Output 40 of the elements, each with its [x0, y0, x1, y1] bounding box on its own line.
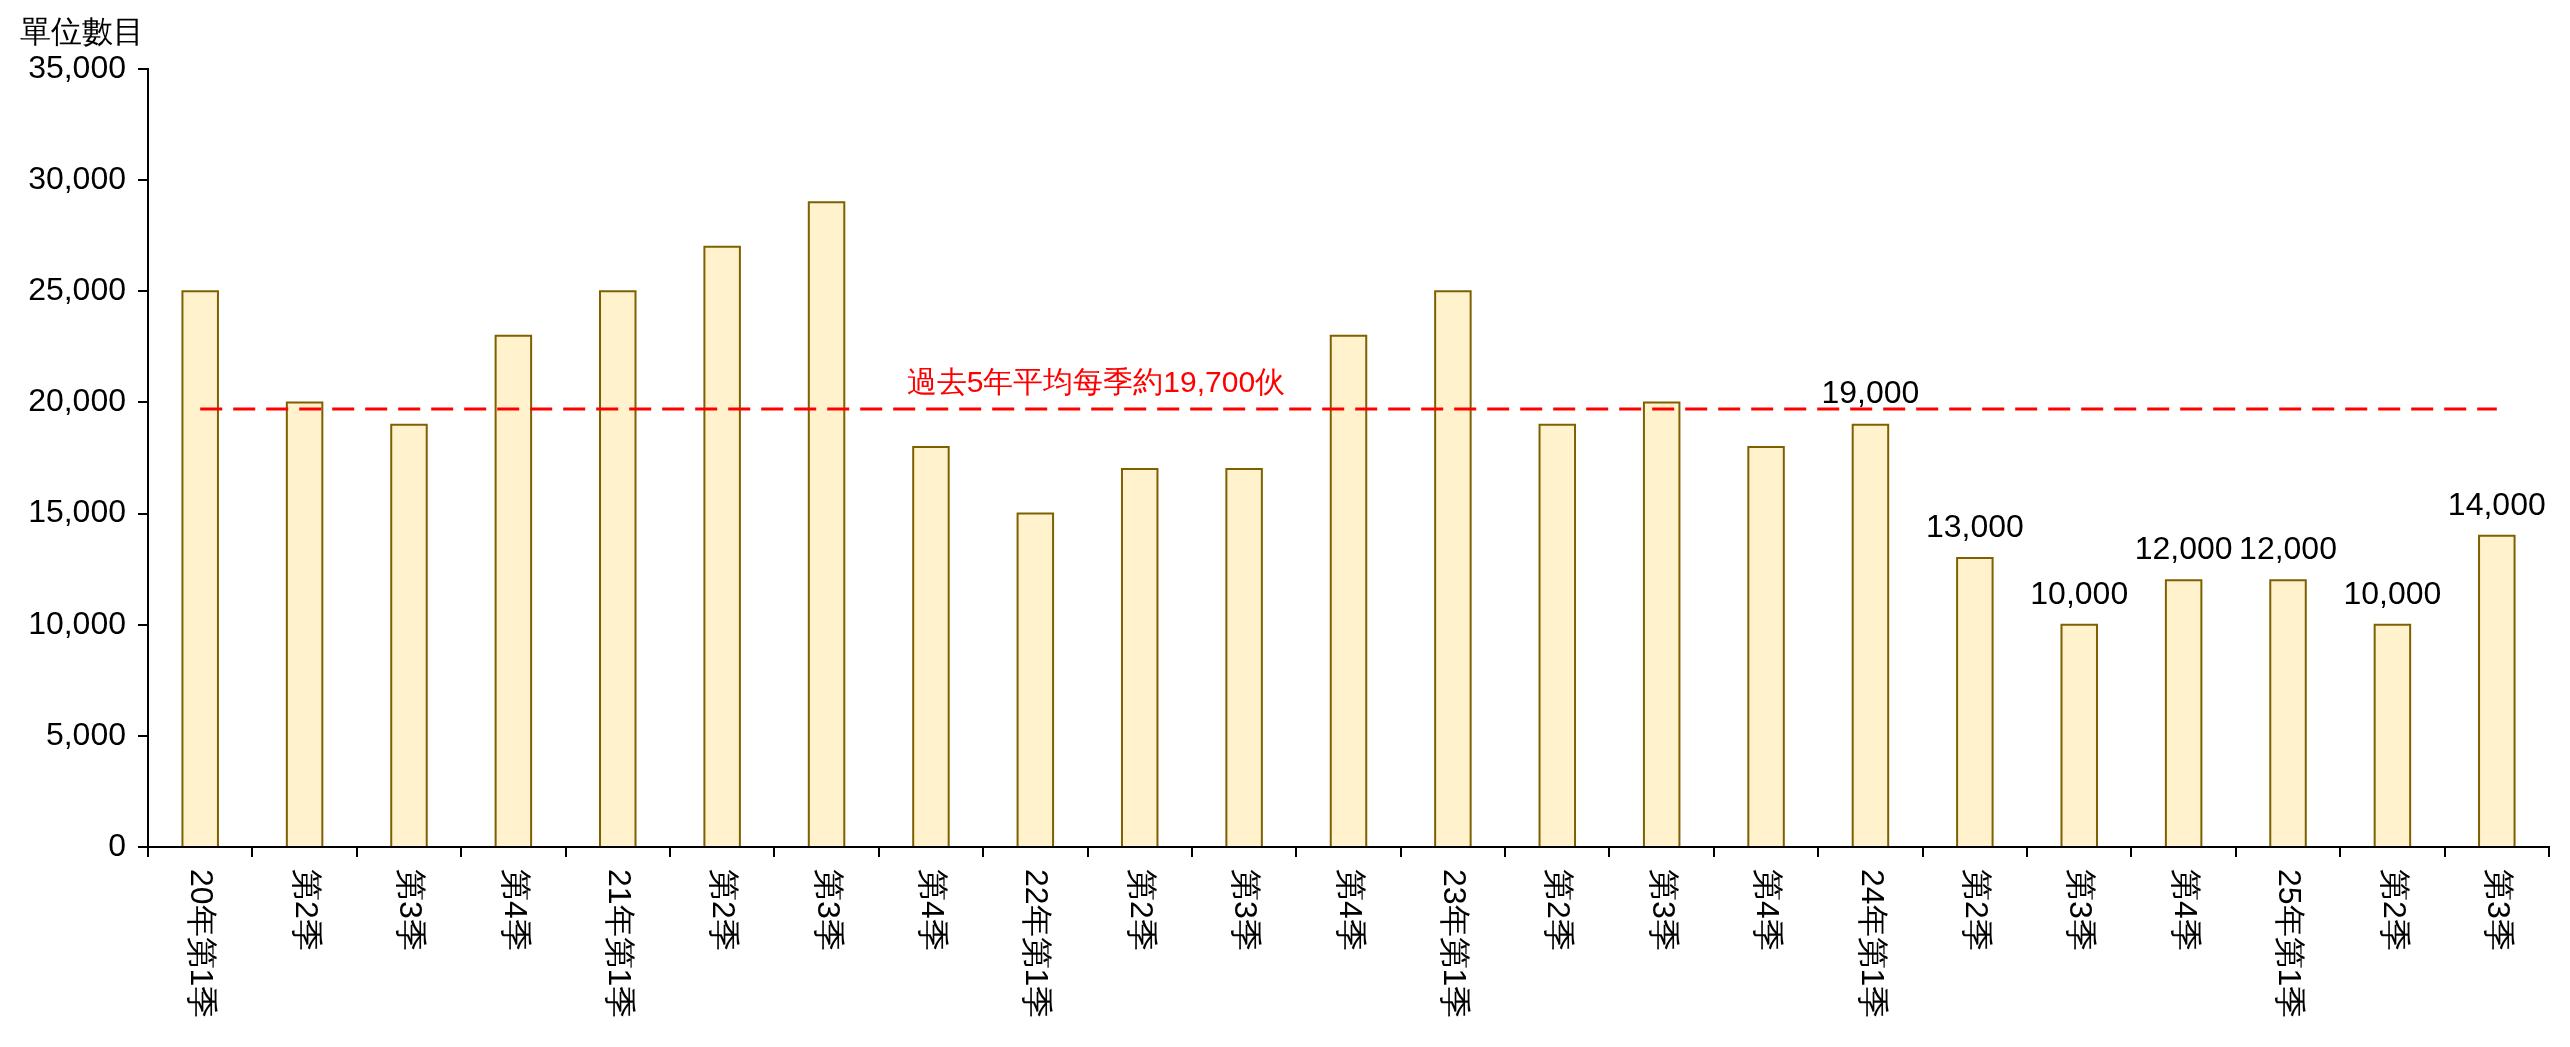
data-label: 14,000 [2447, 485, 2546, 522]
x-tick-label: 第3季 [1228, 869, 1265, 951]
data-label: 19,000 [1821, 374, 1920, 411]
x-tick-label: 第4季 [1750, 869, 1787, 951]
x-tick-label: 25年第1季 [2272, 869, 2309, 1019]
x-tick-label: 第4季 [497, 869, 534, 951]
y-tick-label: 30,000 [28, 159, 126, 196]
data-label: 13,000 [1925, 507, 2024, 544]
x-tick-label: 第4季 [1332, 869, 1369, 951]
x-tick-label: 24年第1季 [1854, 869, 1891, 1019]
y-axis-title: 單位數目 [20, 13, 144, 49]
x-tick-label: 20年第1季 [184, 869, 221, 1019]
x-tick-label: 第4季 [915, 869, 952, 951]
y-tick-label: 15,000 [28, 493, 126, 530]
x-tick-label: 第3季 [810, 869, 847, 951]
x-tick-label: 第2季 [288, 869, 325, 951]
x-tick-label: 第3季 [1645, 869, 1682, 951]
x-tick-label: 第3季 [2480, 869, 2517, 951]
x-tick-label: 21年第1季 [601, 869, 638, 1019]
x-tick-label: 第2季 [1959, 869, 1996, 951]
x-tick-label: 第4季 [2167, 869, 2204, 951]
data-label: 10,000 [2030, 574, 2129, 611]
x-tick-label: 第2季 [2376, 869, 2413, 951]
y-tick-label: 10,000 [28, 604, 126, 641]
x-tick-label: 第2季 [706, 869, 743, 951]
data-label: 12,000 [2134, 530, 2233, 567]
ref-line-label: 過去5年平均每季約19,700伙 [906, 365, 1286, 399]
y-tick-label: 5,000 [45, 715, 126, 752]
data-label: 12,000 [2239, 530, 2337, 567]
x-tick-label: 22年第1季 [1019, 869, 1056, 1019]
x-tick-label: 23年第1季 [1437, 869, 1474, 1019]
x-tick-label: 第3季 [393, 869, 430, 951]
x-tick-label: 第2季 [1541, 869, 1578, 951]
x-tick-label: 第2季 [1123, 869, 1160, 951]
y-tick-label: 0 [108, 826, 126, 863]
data-label: 10,000 [2343, 574, 2442, 611]
y-tick-label: 20,000 [28, 382, 126, 419]
y-tick-label: 25,000 [28, 271, 126, 308]
x-tick-label: 第3季 [2063, 869, 2100, 951]
y-tick-label: 35,000 [28, 48, 126, 85]
